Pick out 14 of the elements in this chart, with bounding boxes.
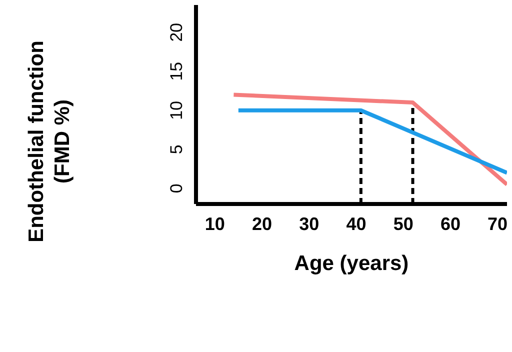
x-tick-label: 70	[488, 214, 508, 234]
y-tick-label: 20	[167, 22, 186, 42]
x-tick-label: 20	[252, 214, 272, 234]
x-tick-label: 10	[204, 214, 225, 234]
x-tick-label: 60	[440, 214, 460, 234]
y-tick-label: 5	[167, 144, 186, 154]
y-tick-label: 0	[167, 184, 186, 194]
x-tick-label: 50	[393, 214, 414, 234]
y-tick-label: 15	[167, 62, 186, 81]
x-tick-label: 30	[299, 214, 320, 234]
x-axis-title: Age (years)	[294, 252, 409, 275]
y-tick-label: 10	[167, 100, 186, 120]
x-tick-label: 40	[346, 214, 366, 234]
y-axis-title: Endothelial function (FMD %)	[25, 40, 74, 242]
